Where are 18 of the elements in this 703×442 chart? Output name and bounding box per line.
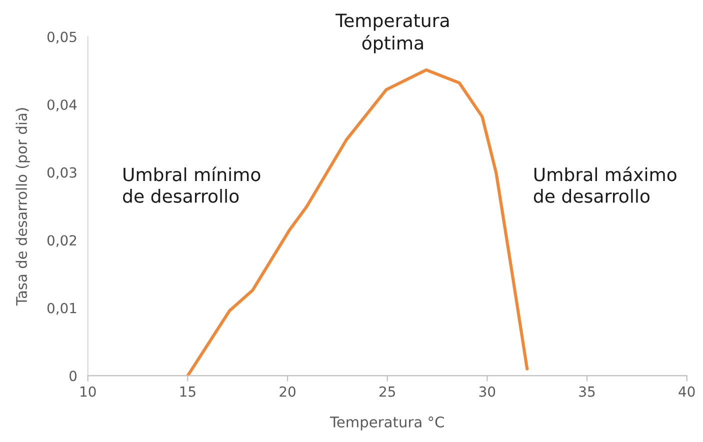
x-tick-label: 25	[380, 386, 395, 397]
annotation: Umbral máximo de desarrollo	[534, 166, 676, 203]
x-tick-label: 35	[579, 386, 595, 397]
y-axis-title: Tasa de desarrollo (por dia)	[16, 108, 30, 306]
y-tick-label: 0,05	[47, 32, 76, 44]
x-tick-label: 10	[80, 386, 96, 397]
y-tick-label: 0,02	[47, 235, 76, 247]
annotation: Umbral mínimo de desarrollo	[123, 166, 260, 203]
y-tick-label: 0,04	[47, 99, 77, 112]
x-tick-label: 20	[280, 386, 296, 397]
y-tick-label: 0,01	[47, 302, 76, 315]
y-tick-label: 0	[70, 370, 77, 382]
annotation: Temperatura óptima	[336, 14, 449, 54]
x-tick-label: 40	[678, 386, 695, 397]
x-tick-label: 30	[479, 386, 496, 397]
x-axis-title: Temperatura °C	[330, 416, 444, 430]
x-tick-label: 15	[180, 386, 196, 397]
y-tick-label: 0,03	[47, 167, 76, 180]
